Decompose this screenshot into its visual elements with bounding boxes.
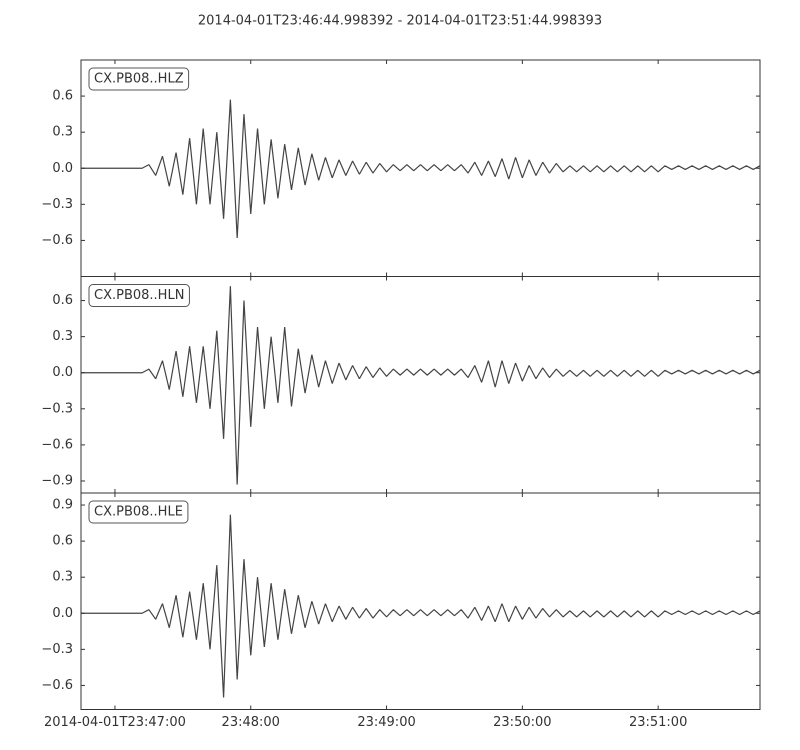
legend-label: CX.PB08..HLZ: [94, 72, 184, 87]
x-tick-label: 23:49:00: [357, 715, 415, 730]
trace: [81, 99, 761, 239]
plot-frame: [80, 492, 761, 710]
y-tick-label: 0.0: [52, 365, 73, 380]
y-tick-label: 0.0: [52, 161, 73, 176]
x-tick-label: 23:51:00: [629, 715, 687, 730]
y-tick-label: 0.9: [52, 498, 73, 513]
x-tick-label: 2014-04-01T23:47:00: [44, 715, 186, 730]
y-tick-label: 0.0: [52, 606, 73, 621]
y-tick-label: 0.6: [52, 293, 73, 308]
chart-title: 2014-04-01T23:46:44.998392 - 2014-04-01T…: [198, 14, 602, 29]
trace: [81, 514, 761, 698]
legend-label: CX.PB08..HLE: [94, 505, 183, 520]
legend-label: CX.PB08..HLN: [94, 288, 184, 303]
legend-box: [88, 284, 190, 307]
y-tick-label: −0.6: [41, 678, 73, 693]
x-tick-label: 23:48:00: [222, 715, 280, 730]
y-tick-label: 0.6: [52, 534, 73, 549]
y-tick-label: −0.3: [41, 401, 73, 416]
y-tick-label: −0.3: [41, 642, 73, 657]
y-tick-label: 0.6: [52, 89, 73, 104]
y-tick-label: 0.3: [52, 329, 73, 344]
y-tick-label: −0.9: [41, 473, 73, 488]
y-tick-label: −0.3: [41, 197, 73, 212]
x-tick-label: 23:50:00: [493, 715, 551, 730]
y-tick-label: 0.3: [52, 125, 73, 140]
y-tick-label: −0.6: [41, 437, 73, 452]
legend-box: [88, 67, 190, 91]
legend-box: [88, 500, 189, 524]
y-tick-label: 0.3: [52, 570, 73, 585]
y-tick-label: −0.6: [41, 233, 73, 248]
trace: [81, 286, 761, 485]
